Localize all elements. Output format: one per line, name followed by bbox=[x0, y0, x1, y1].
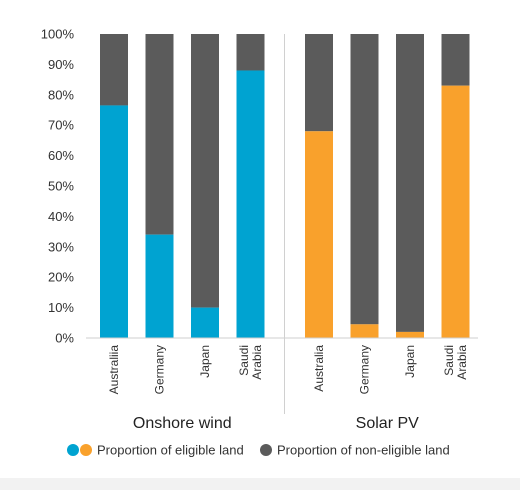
y-tick-label: 100% bbox=[41, 27, 75, 42]
y-tick-label: 20% bbox=[48, 270, 74, 285]
category-label: SaudiArabia bbox=[237, 345, 264, 380]
bar-non-eligible bbox=[100, 34, 128, 106]
legend: Proportion of eligible land Proportion o… bbox=[67, 443, 450, 458]
legend-non-eligible-swatch bbox=[260, 444, 272, 456]
bar-non-eligible bbox=[145, 34, 174, 235]
bar-non-eligible bbox=[305, 34, 333, 132]
category-label: SaudiArabia bbox=[442, 345, 469, 380]
group-label: Onshore wind bbox=[133, 415, 232, 432]
group-label: Solar PV bbox=[356, 415, 419, 432]
category-label: Australia bbox=[312, 345, 326, 392]
y-tick-label: 10% bbox=[48, 300, 74, 315]
bar-eligible bbox=[305, 131, 333, 338]
bar-non-eligible bbox=[350, 34, 379, 325]
y-tick-label: 0% bbox=[55, 331, 74, 346]
bars bbox=[100, 34, 470, 339]
bar-non-eligible bbox=[236, 34, 265, 71]
legend-eligible-orange-swatch bbox=[80, 444, 92, 456]
category-label: Japan bbox=[198, 345, 212, 378]
category-label: Germany bbox=[153, 345, 167, 394]
bar-non-eligible bbox=[441, 34, 470, 86]
y-tick-label: 40% bbox=[48, 209, 74, 224]
y-axis: 0% 10% 20% 30% 40% 50% 60% 70% 80% 90% 100% bbox=[41, 27, 75, 346]
footer-band bbox=[0, 478, 520, 490]
bar-eligible bbox=[441, 85, 470, 339]
group-labels: Onshore wind Solar PV bbox=[133, 415, 419, 432]
legend-eligible-label: Proportion of eligible land bbox=[97, 443, 244, 458]
category-labels: Australiia Germany Japan SaudiArabia Austral… bbox=[107, 345, 469, 395]
y-tick-label: 80% bbox=[48, 87, 74, 102]
y-tick-label: 30% bbox=[48, 239, 74, 254]
category-label: Australiia bbox=[107, 345, 121, 395]
bar-non-eligible bbox=[396, 34, 424, 332]
category-label: Japan bbox=[403, 345, 417, 378]
y-tick-label: 90% bbox=[48, 57, 74, 72]
bar-eligible bbox=[145, 234, 174, 338]
bar-eligible bbox=[350, 324, 379, 338]
bar-non-eligible bbox=[191, 34, 219, 308]
y-tick-label: 50% bbox=[48, 179, 74, 194]
y-tick-label: 60% bbox=[48, 148, 74, 163]
bar-eligible bbox=[396, 331, 424, 338]
legend-eligible-blue-swatch bbox=[67, 444, 79, 456]
y-tick-label: 70% bbox=[48, 118, 74, 133]
category-label: Germany bbox=[358, 345, 372, 394]
bar-eligible bbox=[191, 307, 219, 338]
legend-non-eligible-label: Proportion of non-eligible land bbox=[277, 443, 450, 458]
bar-eligible bbox=[236, 70, 265, 338]
bar-eligible bbox=[100, 105, 128, 338]
